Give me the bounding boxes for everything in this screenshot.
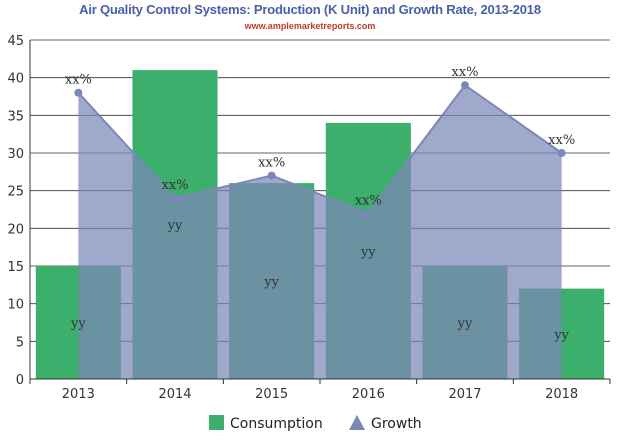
area-data-label: xx% (451, 65, 478, 80)
area-point (364, 209, 373, 218)
axes: 0 5 10 15 20 25 30 35 40 45 2013 2014 2015 2016 2017 20… (7, 34, 611, 402)
bar-data-label: yy (263, 275, 279, 290)
area-fill (78, 85, 562, 379)
x-tick-label: 2015 (255, 387, 288, 402)
bar-data-label: yy (167, 219, 183, 234)
area-data-label: xx% (161, 178, 188, 193)
x-tick-label: 2014 (158, 387, 191, 402)
y-tick-label: 40 (7, 72, 24, 87)
y-tick-label: 5 (16, 335, 24, 350)
bar-data-label: yy (70, 317, 86, 332)
y-tick-label: 35 (7, 109, 24, 124)
bar-data-label: yy (360, 245, 376, 260)
x-tick-label: 2013 (62, 387, 95, 402)
area-data-label: xx% (355, 193, 382, 208)
y-tick-label: 20 (7, 222, 24, 237)
data-labels: yy yy yy yy yy yy xx% xx% xx% xx% xx% xx% (65, 65, 575, 343)
x-tick-label: 2017 (448, 387, 481, 402)
bar-data-label: yy (457, 317, 473, 332)
legend-swatch-growth (349, 415, 365, 430)
area-line (77, 83, 563, 215)
y-tick-label: 15 (7, 260, 24, 275)
area-point (74, 88, 83, 97)
area-series-growth (74, 81, 566, 379)
y-tick-label: 45 (7, 34, 24, 49)
legend-label-growth: Growth (371, 416, 422, 432)
chart-subtitle: www.amplemarketreports.com (244, 21, 376, 31)
x-tick-label: 2016 (352, 387, 385, 402)
chart-title: Air Quality Control Systems: Production … (79, 2, 541, 17)
x-tick-label: 2018 (545, 387, 578, 402)
bar-data-label: yy (553, 328, 569, 343)
legend: Consumption Growth (209, 415, 422, 432)
area-point (461, 81, 469, 90)
area-data-label: xx% (548, 133, 575, 148)
area-data-label: xx% (65, 73, 92, 88)
y-tick-label: 30 (7, 147, 24, 162)
y-tick-label: 25 (7, 185, 24, 200)
area-point (267, 171, 276, 180)
legend-label-consumption: Consumption (230, 416, 323, 432)
area-point (557, 149, 566, 157)
legend-swatch-consumption (209, 415, 224, 430)
area-point (171, 194, 179, 203)
area-data-label: xx% (258, 156, 285, 171)
y-tick-label: 0 (16, 373, 24, 388)
y-tick-label: 10 (7, 298, 24, 313)
